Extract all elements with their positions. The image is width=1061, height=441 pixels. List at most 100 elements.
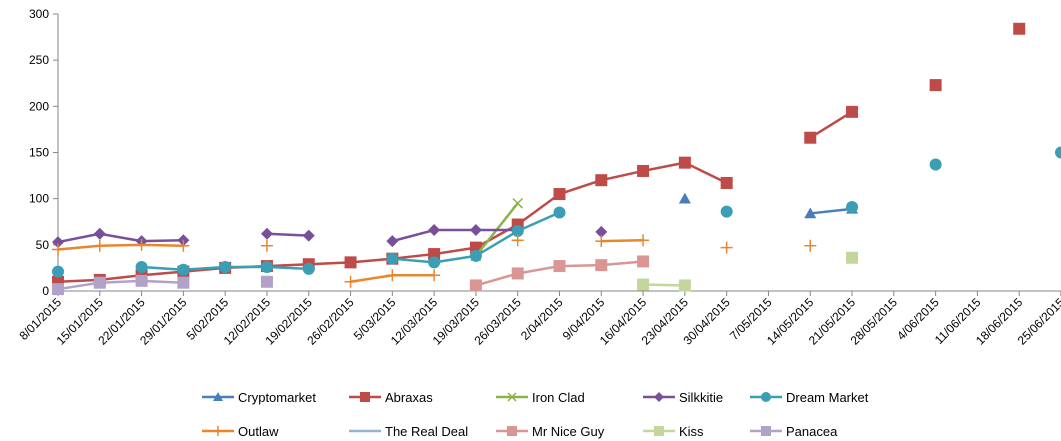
legend-item-cryptomarket: Cryptomarket (202, 390, 316, 405)
legend-marker-silkkitie (654, 392, 664, 402)
legend-label-silkkitie: Silkkitie (679, 390, 723, 405)
data-point-outlaw (135, 238, 148, 251)
series-line-outlaw (57, 243, 184, 251)
data-point-panacea (93, 276, 106, 289)
y-tick-label: 250 (29, 53, 49, 67)
data-point-mr-nice-guy (511, 267, 524, 280)
data-point-silkkitie (260, 227, 273, 240)
legend-item-silkkitie: Silkkitie (643, 390, 723, 405)
series-line-panacea (57, 279, 184, 291)
data-point-abraxas (846, 105, 859, 118)
series-line-abraxas (809, 110, 853, 139)
series-kiss (637, 251, 859, 292)
data-point-outlaw (637, 234, 650, 247)
legend-item-the-real-deal: The Real Deal (349, 424, 468, 439)
data-point-outlaw (511, 234, 524, 247)
data-point-panacea (260, 275, 273, 288)
data-point-dream-market (386, 252, 399, 265)
legend-marker-cryptomarket (213, 392, 223, 401)
data-point-abraxas (428, 248, 441, 261)
data-point-outlaw (428, 269, 441, 282)
data-point-silkkitie (93, 227, 106, 240)
legend-item-iron-clad: Iron Clad (496, 390, 585, 405)
data-point-silkkitie (302, 229, 315, 242)
data-point-dream-market (135, 260, 148, 273)
data-point-outlaw (720, 241, 733, 254)
legend-marker-mr-nice-guy (507, 426, 517, 436)
legend-label-abraxas: Abraxas (385, 390, 433, 405)
data-point-abraxas (1013, 22, 1026, 35)
series-dream-market (52, 146, 1061, 278)
data-point-dream-market (846, 200, 859, 213)
legend-label-outlaw: Outlaw (238, 424, 279, 439)
data-point-dream-market (1055, 146, 1061, 159)
legend-marker-iron-clad (507, 392, 517, 402)
data-point-dream-market (469, 249, 482, 262)
series-cryptomarket (678, 192, 859, 219)
legend-label-mr-nice-guy: Mr Nice Guy (532, 424, 605, 439)
y-tick-label: 300 (29, 7, 49, 21)
y-tick-label: 0 (42, 284, 49, 298)
data-point-outlaw (386, 269, 399, 282)
data-point-mr-nice-guy (637, 255, 650, 268)
data-point-silkkitie (469, 224, 482, 237)
data-point-kiss (846, 251, 859, 264)
legend-item-outlaw: Outlaw (202, 424, 279, 439)
series-line-kiss (643, 283, 685, 287)
legend-marker-panacea (761, 426, 771, 436)
data-point-mr-nice-guy (553, 260, 566, 273)
legend-item-dream-market: Dream Market (750, 390, 869, 405)
data-point-abraxas (929, 79, 942, 92)
data-point-abraxas (804, 131, 817, 144)
data-point-outlaw (177, 239, 190, 252)
series-mr-nice-guy (469, 255, 650, 292)
legend-label-iron-clad: Iron Clad (532, 390, 585, 405)
data-point-mr-nice-guy (469, 279, 482, 292)
legend-label-kiss: Kiss (679, 424, 704, 439)
legend-label-dream-market: Dream Market (786, 390, 869, 405)
data-point-dream-market (219, 260, 232, 273)
data-point-abraxas (678, 156, 691, 169)
y-tick-label: 150 (29, 146, 49, 160)
data-point-silkkitie (428, 224, 441, 237)
x-tick-label: 2/04/2015 (518, 295, 566, 343)
series-abraxas (52, 22, 1026, 288)
data-point-dream-market (302, 262, 315, 275)
series-line-silkkitie (57, 232, 184, 244)
legend-marker-dream-market (761, 392, 771, 402)
series-panacea (52, 274, 273, 296)
data-point-iron-clad (512, 197, 524, 209)
data-point-abraxas (720, 176, 733, 189)
data-point-cryptomarket (804, 207, 817, 219)
data-point-cryptomarket (678, 192, 691, 204)
data-point-panacea (52, 283, 64, 296)
data-point-dream-market (553, 206, 566, 219)
data-point-abraxas (344, 256, 357, 269)
data-point-abraxas (553, 188, 566, 201)
data-point-abraxas (595, 174, 608, 187)
data-point-dream-market (260, 260, 273, 273)
data-point-mr-nice-guy (595, 259, 608, 272)
data-point-panacea (135, 274, 148, 287)
legend-item-abraxas: Abraxas (349, 390, 433, 405)
data-point-silkkitie (595, 225, 608, 238)
data-point-silkkitie (52, 236, 64, 249)
legend-marker-abraxas (360, 392, 370, 402)
data-point-outlaw (344, 275, 357, 288)
data-point-kiss (637, 278, 650, 291)
y-tick-label: 100 (29, 192, 49, 206)
series-outlaw (52, 234, 817, 288)
data-point-outlaw (804, 239, 817, 252)
data-point-outlaw (260, 239, 273, 252)
data-point-dream-market (52, 265, 64, 278)
legend-item-kiss: Kiss (643, 424, 704, 439)
y-tick-label: 200 (29, 99, 49, 113)
data-point-silkkitie (386, 235, 399, 248)
series-line-silkkitie (392, 228, 518, 243)
y-tick-label: 50 (36, 238, 50, 252)
series-line-outlaw (601, 238, 644, 243)
data-point-dream-market (428, 256, 441, 269)
legend-marker-kiss (654, 426, 664, 436)
